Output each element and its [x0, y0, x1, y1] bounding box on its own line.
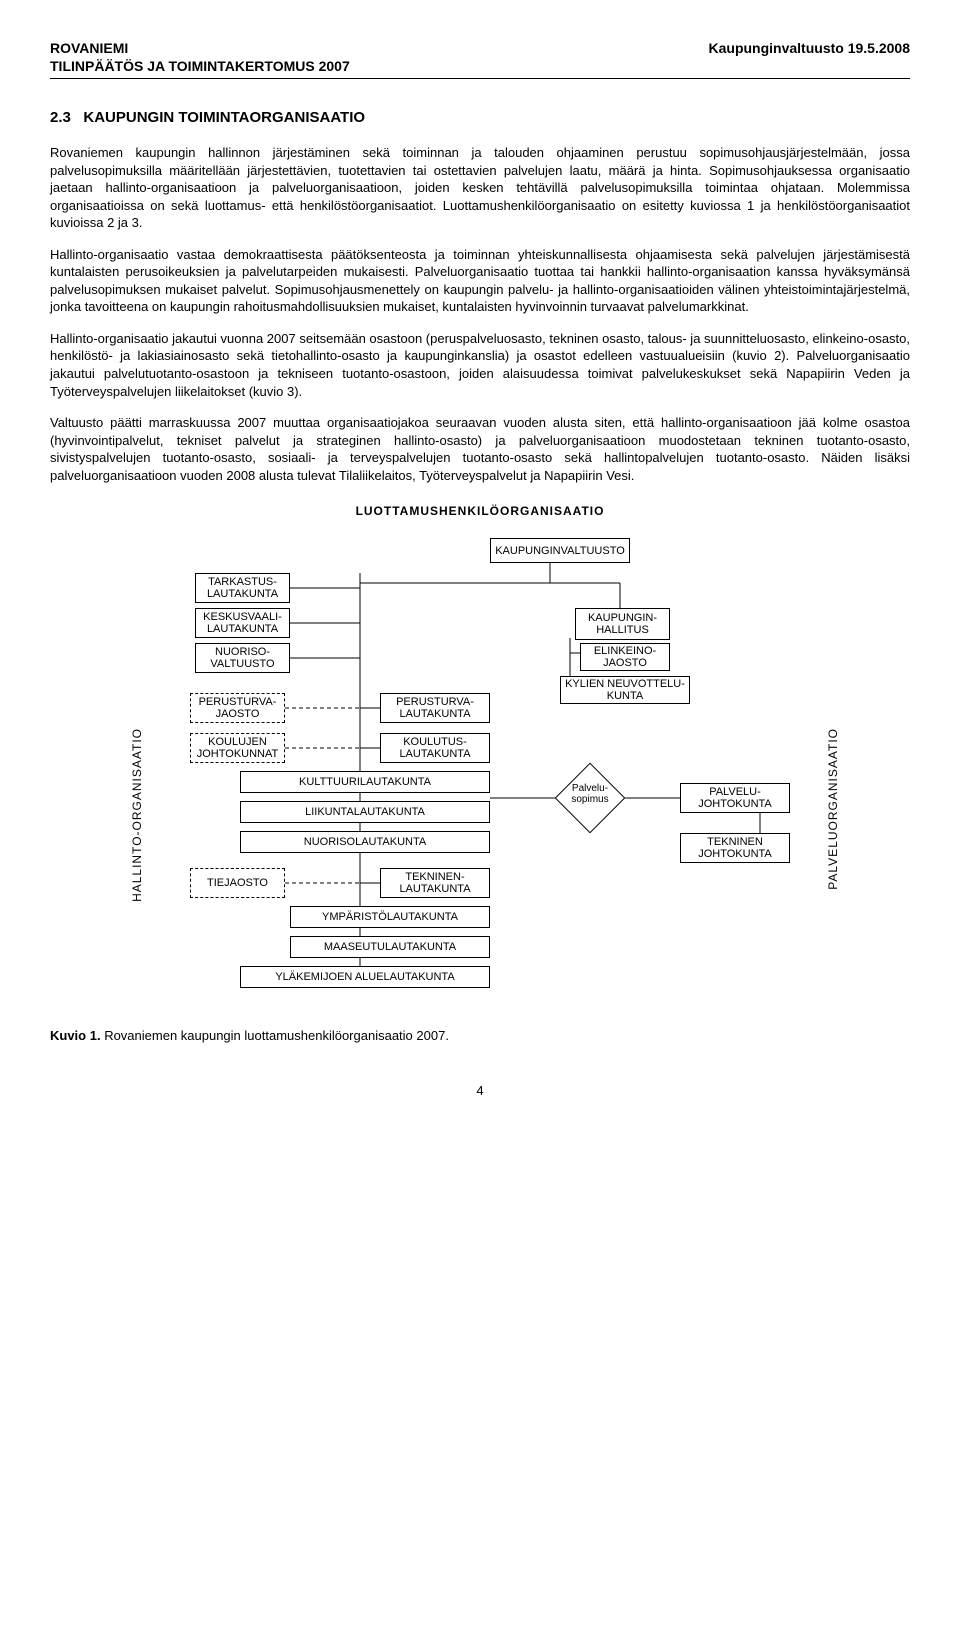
- header-left: ROVANIEMI: [50, 40, 128, 56]
- node-tekninen-johtokunta: TEKNINEN JOHTOKUNTA: [680, 833, 790, 863]
- paragraph: Hallinto-organisaatio jakautui vuonna 20…: [50, 330, 910, 400]
- node-palvelusopimus-label: Palvelu- sopimus: [555, 783, 625, 805]
- node-perusturvalautakunta: PERUSTURVA- LAUTAKUNTA: [380, 693, 490, 723]
- section-number: 2.3: [50, 109, 71, 126]
- node-koulutuslautakunta: KOULUTUS- LAUTAKUNTA: [380, 733, 490, 763]
- node-keskusvaalilautakunta: KESKUSVAALI- LAUTAKUNTA: [195, 608, 290, 638]
- node-liikuntalautakunta: LIIKUNTALAUTAKUNTA: [240, 801, 490, 823]
- node-elinkeinojaosto: ELINKEINO- JAOSTO: [580, 643, 670, 671]
- node-tiejaosto: TIEJAOSTO: [190, 868, 285, 898]
- caption-label: Kuvio 1.: [50, 1028, 101, 1043]
- section-heading: 2.3 KAUPUNGIN TOIMINTAORGANISAATIO: [50, 109, 910, 126]
- header-rule: [50, 78, 910, 79]
- figure-caption: Kuvio 1. Rovaniemen kaupungin luottamush…: [50, 1028, 910, 1043]
- node-koulujen-johtokunnat: KOULUJEN JOHTOKUNNAT: [190, 733, 285, 763]
- node-perusturvajaosto: PERUSTURVA- JAOSTO: [190, 693, 285, 723]
- paragraph: Hallinto-organisaatio vastaa demokraatti…: [50, 246, 910, 316]
- node-kylien-neuvottelukunta: KYLIEN NEUVOTTELU- KUNTA: [560, 676, 690, 704]
- node-palvelujohtokunta: PALVELU- JOHTOKUNTA: [680, 783, 790, 813]
- left-axis-label: HALLINTO-ORGANISAATIO: [130, 728, 144, 902]
- node-tekninen-lautakunta: TEKNINEN- LAUTAKUNTA: [380, 868, 490, 898]
- node-tarkastuslautakunta: TARKASTUS- LAUTAKUNTA: [195, 573, 290, 603]
- node-kaupunginvaltuusto: KAUPUNGINVALTUUSTO: [490, 538, 630, 563]
- node-kaupunginhallitus: KAUPUNGIN- HALLITUS: [575, 608, 670, 640]
- node-ymparistolautakunta: YMPÄRISTÖLAUTAKUNTA: [290, 906, 490, 928]
- org-chart: HALLINTO-ORGANISAATIO PALVELUORGANISAATI…: [120, 528, 840, 1008]
- paragraph: Valtuusto päätti marraskuussa 2007 muutt…: [50, 414, 910, 484]
- node-ylakemijoen: YLÄKEMIJOEN ALUELAUTAKUNTA: [240, 966, 490, 988]
- page-header: ROVANIEMI Kaupunginvaltuusto 19.5.2008: [50, 40, 910, 56]
- chart-title: LUOTTAMUSHENKILÖORGANISAATIO: [50, 504, 910, 518]
- node-maaseutulautakunta: MAASEUTULAUTAKUNTA: [290, 936, 490, 958]
- node-kulttuurilautakunta: KULTTUURILAUTAKUNTA: [240, 771, 490, 793]
- caption-text: Rovaniemen kaupungin luottamushenkilöorg…: [101, 1028, 449, 1043]
- section-title: KAUPUNGIN TOIMINTAORGANISAATIO: [83, 109, 365, 126]
- right-axis-label: PALVELUORGANISAATIO: [826, 728, 840, 890]
- page-number: 4: [50, 1083, 910, 1098]
- node-nuorisovaltuusto: NUORISO- VALTUUSTO: [195, 643, 290, 673]
- node-nuorisolautakunta: NUORISOLAUTAKUNTA: [240, 831, 490, 853]
- paragraph: Rovaniemen kaupungin hallinnon järjestäm…: [50, 144, 910, 232]
- header-right: Kaupunginvaltuusto 19.5.2008: [709, 40, 911, 56]
- header-sub: TILINPÄÄTÖS JA TOIMINTAKERTOMUS 2007: [50, 58, 910, 74]
